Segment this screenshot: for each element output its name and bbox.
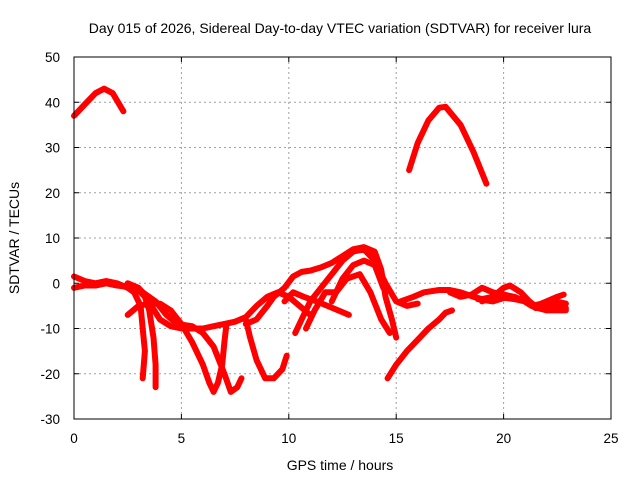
- series-arc-12: [292, 246, 421, 336]
- x-tick-label: 25: [603, 431, 618, 446]
- series-arc-7: [139, 289, 245, 395]
- y-tick-label: 20: [45, 186, 60, 201]
- chart-title: Day 015 of 2026, Sidereal Day-to-day VTE…: [89, 20, 592, 36]
- ticks: 0 5 10 15 20 25 50 40 30 20 10 0 -10 -20 -30: [40, 50, 618, 446]
- series-arc-2: [406, 103, 490, 187]
- series-arc-14: [328, 257, 387, 305]
- series-arc-19: [474, 293, 569, 309]
- series-arc-4: [71, 273, 148, 382]
- series-arc-18: [479, 282, 569, 314]
- x-tick-label: 20: [496, 431, 511, 446]
- y-tick-label: 50: [45, 50, 60, 65]
- series-layer: [71, 85, 569, 395]
- x-tick-label: 5: [178, 431, 186, 446]
- y-tick-label: 30: [45, 141, 60, 156]
- series-arc-1: [71, 85, 127, 119]
- y-tick-label: -20: [40, 367, 60, 382]
- x-tick-label: 15: [389, 431, 404, 446]
- y-tick-label: 10: [45, 231, 60, 246]
- series-arc-8: [148, 289, 314, 332]
- y-axis-label: SDTVAR / TECUs: [6, 182, 22, 294]
- series-arc-9: [242, 316, 290, 382]
- y-tick-label: -10: [40, 322, 60, 337]
- y-tick-label: 0: [52, 276, 60, 291]
- y-tick-label: 40: [45, 95, 60, 110]
- x-tick-label: 10: [281, 431, 296, 446]
- series-arc-15: [384, 307, 455, 382]
- x-axis-label: GPS time / hours: [287, 457, 394, 473]
- y-tick-label: -30: [40, 412, 60, 427]
- x-tick-label: 0: [70, 431, 78, 446]
- series-arc-13: [303, 271, 393, 336]
